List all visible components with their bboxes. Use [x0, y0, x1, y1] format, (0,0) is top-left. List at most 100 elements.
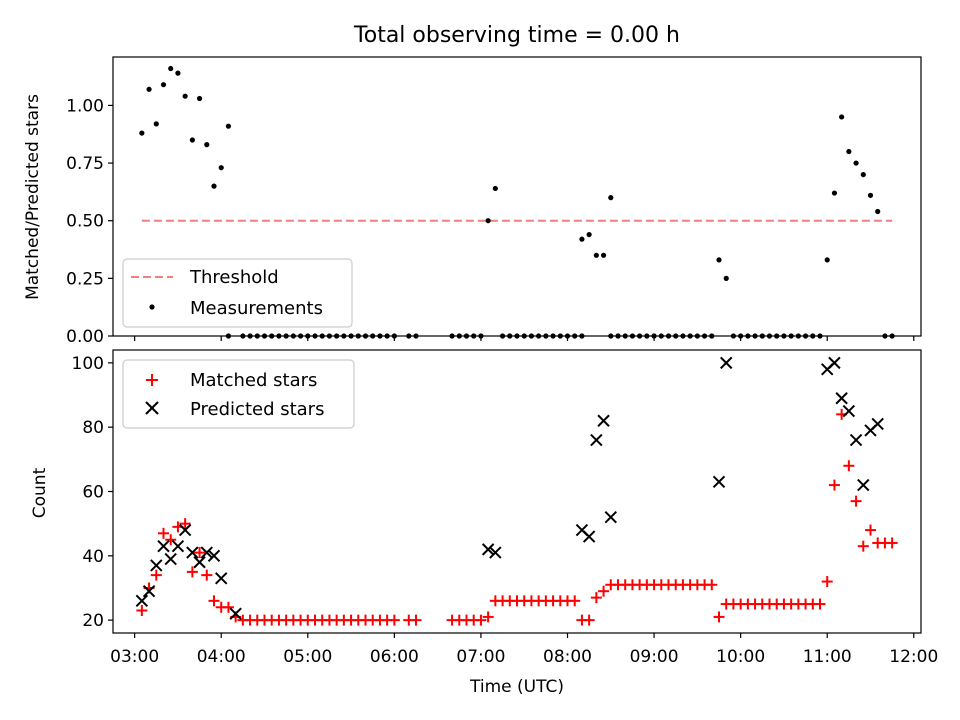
measurement-point: [139, 130, 145, 136]
x-tick-label: 06:00: [370, 647, 419, 667]
matched-star-point: [165, 534, 177, 546]
count-y-axis-label: Count: [30, 467, 50, 518]
predicted-star-point: [582, 530, 596, 543]
x-tick-label: 08:00: [543, 647, 592, 667]
predicted-star-point: [135, 594, 149, 608]
y-tick-label: 0.25: [66, 269, 104, 289]
measurement-point: [839, 114, 845, 120]
predicted-legend-swatch: [145, 401, 159, 415]
measurement-point: [586, 231, 592, 238]
chart-title: Total observing time = 0.00 h: [353, 23, 680, 48]
measurement-point: [867, 192, 874, 198]
x-tick-label: 03:00: [110, 647, 159, 667]
predicted-star-point: [157, 539, 170, 553]
x-tick-label: 04:00: [197, 647, 246, 667]
predicted-star-point: [171, 539, 185, 553]
measurement-point: [153, 121, 159, 127]
predicted-star-point: [229, 607, 242, 620]
measurement-point: [182, 93, 188, 99]
measurement-point: [218, 165, 224, 171]
measurement-point: [853, 160, 859, 166]
ratio-axes-frame: [112, 56, 922, 337]
predicted-legend-label: Predicted stars: [190, 399, 324, 420]
measurement-point: [579, 236, 585, 242]
matched-star-point: [388, 614, 400, 626]
predicted-star-point: [597, 414, 610, 427]
ratio-x-ticks: [134, 336, 915, 341]
matched-star-point: [598, 585, 610, 597]
predicted-star-point: [835, 392, 848, 405]
predicted-star-point: [200, 546, 213, 559]
predicted-star-point: [193, 556, 206, 569]
measurement-point: [189, 137, 195, 143]
predicted-star-point: [164, 552, 177, 566]
matched-star-point: [410, 614, 422, 626]
measurement-point: [160, 82, 167, 88]
matched-star-point: [713, 611, 725, 623]
predicted-star-point: [720, 356, 733, 370]
predicted-star-point: [871, 417, 884, 431]
ratio-y-axis-label: Matched/Predicted stars: [23, 94, 43, 300]
predicted-star-point: [481, 543, 495, 556]
ratio-marks: [139, 65, 895, 339]
predicted-star-point: [178, 523, 192, 537]
x-tick-label: 05:00: [283, 647, 332, 667]
matched-star-point: [583, 614, 595, 626]
ratio-y-ticks: 0.00 0.25 0.50 0.75 1.00: [66, 96, 113, 347]
ratio-legend-box: [122, 258, 353, 328]
y-tick-label: 100: [72, 354, 104, 374]
measurement-point: [593, 252, 599, 258]
matched-star-point: [186, 566, 198, 578]
predicted-star-point: [150, 559, 163, 572]
predicted-star-point: [215, 572, 228, 585]
matched-star-point: [158, 527, 169, 539]
measurement-point: [860, 171, 866, 178]
matched-legend-swatch: [146, 374, 158, 386]
matched-star-point: [150, 569, 162, 581]
y-tick-label: 60: [82, 483, 104, 503]
measurement-point: [211, 183, 217, 189]
y-tick-label: 80: [82, 418, 104, 438]
predicted-star-point: [489, 546, 502, 559]
count-legend-box: [122, 359, 355, 429]
matched-star-point: [208, 595, 220, 607]
ratio-legend: Threshold Measurements: [122, 258, 353, 328]
measurement-point: [831, 190, 838, 196]
measurement-point: [723, 275, 729, 281]
predicted-star-point: [590, 433, 603, 447]
matched-legend-label: Matched stars: [190, 370, 317, 391]
ratio-panel: Total observing time = 0.00 h 0.000.250.…: [23, 23, 922, 347]
matched-star-point: [590, 592, 602, 604]
count-y-ticks: 20 40 60 80 100: [72, 354, 113, 631]
threshold-legend-label: Threshold: [189, 267, 279, 288]
matched-star-point: [136, 604, 148, 616]
predicted-star-point: [207, 549, 221, 563]
predicted-star-point: [857, 478, 870, 492]
count-panel: 20 40 60 80 100 03:00 04:00 05:00 06:00 07:00 08:…: [30, 349, 938, 697]
matched-star-point: [850, 495, 862, 507]
predicted-star-point: [142, 584, 156, 598]
predicted-star-point: [842, 404, 856, 418]
measurement-point: [196, 95, 203, 102]
x-tick-label: 07:00: [456, 647, 505, 667]
matched-star-point: [821, 576, 833, 588]
matched-star-point: [865, 524, 876, 536]
matched-star-point: [706, 579, 718, 591]
y-tick-label: 20: [82, 611, 104, 631]
measurement-point: [168, 65, 174, 72]
measurement-point: [600, 252, 607, 258]
matched-star-point: [814, 598, 826, 610]
measurement-point: [485, 218, 491, 224]
y-tick-label: 0.50: [66, 212, 104, 232]
predicted-star-point: [186, 546, 199, 559]
matched-star-point: [201, 569, 213, 581]
predicted-star-point: [828, 356, 841, 370]
measurement-point: [824, 257, 830, 263]
count-marks: [135, 356, 898, 626]
matched-star-point: [857, 540, 869, 552]
predicted-star-point: [712, 475, 726, 489]
measurement-point: [204, 142, 210, 148]
predicted-star-point: [849, 433, 863, 447]
measurements-legend-label: Measurements: [190, 298, 323, 319]
